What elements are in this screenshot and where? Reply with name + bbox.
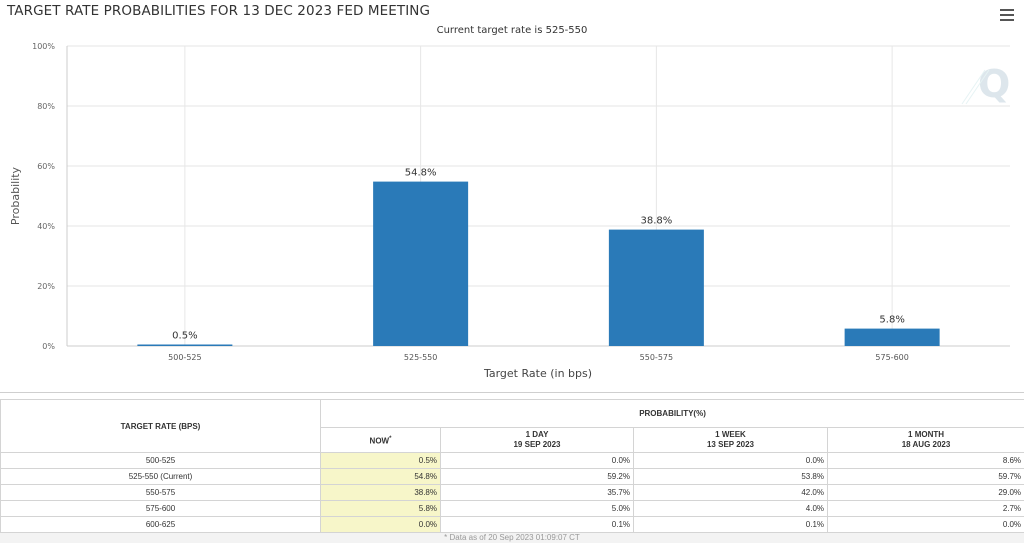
rate-cell: 600-625 <box>0 516 321 533</box>
probability-cell: 8.6% <box>826 452 1024 469</box>
probability-cell: 54.8% <box>320 468 441 485</box>
bar-data-label: 0.5% <box>172 331 197 342</box>
bar-data-label: 38.8% <box>640 216 672 227</box>
x-tick-label: 550-575 <box>640 353 673 362</box>
y-axis-label: Probability <box>9 166 22 225</box>
probability-cell: 59.7% <box>826 468 1024 485</box>
rate-cell: 525-550 (Current) <box>0 468 321 485</box>
column-header-1-day: 1 DAY 19 SEP 2023 <box>440 427 634 453</box>
rate-cell: 500-525 <box>0 452 321 469</box>
bar-chart: Q 0.5%54.8%38.8%5.8% 0%20%40%60%80%100% … <box>9 42 1010 380</box>
rate-cell: 575-600 <box>0 500 321 517</box>
y-tick-label: 40% <box>37 222 55 231</box>
chart-panel: Q 0.5% 54.8% 38.8% 5.8% 0% 20% 40% 60% 80% 100% … <box>0 3 1024 393</box>
bar-data-label: 54.8% <box>405 168 437 179</box>
bar-525-550[interactable] <box>373 181 469 346</box>
probability-cell: 38.8% <box>320 484 441 501</box>
x-axis-ticks: 500-525 525-550 550-575 575-600 <box>168 353 909 362</box>
table-row: 575-600 5.8% 5.0% 4.0% 2.7% <box>0 500 1024 517</box>
bar-550-575[interactable] <box>608 229 704 346</box>
x-axis-label: Target Rate (in bps) <box>483 367 592 380</box>
y-axis-ticks: 0% 20% 40% 60% 80% 100% <box>32 42 55 351</box>
probability-cell: 0.1% <box>440 516 634 533</box>
chart-grid <box>66 45 1010 347</box>
column-header-now: NOW* <box>320 427 441 453</box>
rate-header: TARGET RATE (BPS) <box>0 399 321 453</box>
chart-data-labels: 0.5% 54.8% 38.8% 5.8% <box>172 168 905 342</box>
probability-cell: 5.8% <box>320 500 441 517</box>
hamburger-menu-icon[interactable] <box>1000 9 1014 21</box>
probability-cell: 2.7% <box>826 500 1024 517</box>
y-tick-label: 60% <box>37 162 55 171</box>
y-tick-label: 20% <box>37 282 55 291</box>
probability-cell: 5.0% <box>440 500 634 517</box>
probability-cell: 0.0% <box>440 452 634 469</box>
probability-cell: 42.0% <box>633 484 828 501</box>
y-tick-label: 80% <box>37 102 55 111</box>
chart-title: TARGET RATE PROBABILITIES FOR 13 DEC 202… <box>7 3 431 19</box>
table-row: 550-575 38.8% 35.7% 42.0% 29.0% <box>0 484 1024 501</box>
probability-cell: 59.2% <box>440 468 634 485</box>
table-row: 525-550 (Current) 54.8% 59.2% 53.8% 59.7% <box>0 468 1024 485</box>
chart-bars <box>137 181 940 347</box>
x-tick-label: 525-550 <box>404 353 437 362</box>
x-tick-label: 575-600 <box>875 353 908 362</box>
table-row: 600-625 0.0% 0.1% 0.1% 0.0% <box>0 516 1024 533</box>
rate-cell: 550-575 <box>0 484 321 501</box>
column-header-1-month: 1 MONTH 18 AUG 2023 <box>826 427 1024 453</box>
bar-500-525[interactable] <box>137 344 233 347</box>
probability-cell: 0.0% <box>633 452 828 469</box>
probability-cell: 29.0% <box>826 484 1024 501</box>
probability-cell: 0.1% <box>633 516 828 533</box>
bar-575-600[interactable] <box>844 328 940 346</box>
bar-data-label: 5.8% <box>879 315 904 326</box>
probability-cell: 4.0% <box>633 500 828 517</box>
probability-cell: 0.0% <box>320 516 441 533</box>
probability-cell: 53.8% <box>633 468 828 485</box>
y-tick-label: 0% <box>42 342 55 351</box>
table-row: 500-525 0.5% 0.0% 0.0% 8.6% <box>0 452 1024 469</box>
quikstrike-logo-watermark: Q <box>961 62 1010 106</box>
y-tick-label: 100% <box>32 42 55 51</box>
svg-text:Q: Q <box>978 62 1010 106</box>
chart-subtitle: Current target rate is 525-550 <box>436 25 588 36</box>
column-header-1-week: 1 WEEK 13 SEP 2023 <box>633 427 828 453</box>
data-timestamp-footnote: * Data as of 20 Sep 2023 01:09:07 CT <box>0 533 1024 543</box>
probability-table: TARGET RATE (BPS) PROBABILITY(%) NOW* 1 … <box>0 399 1024 533</box>
probability-cell: 0.5% <box>320 452 441 469</box>
probability-cell: 0.0% <box>826 516 1024 533</box>
probability-header: PROBABILITY(%) <box>319 399 1024 428</box>
probability-cell: 35.7% <box>440 484 634 501</box>
x-tick-label: 500-525 <box>168 353 201 362</box>
